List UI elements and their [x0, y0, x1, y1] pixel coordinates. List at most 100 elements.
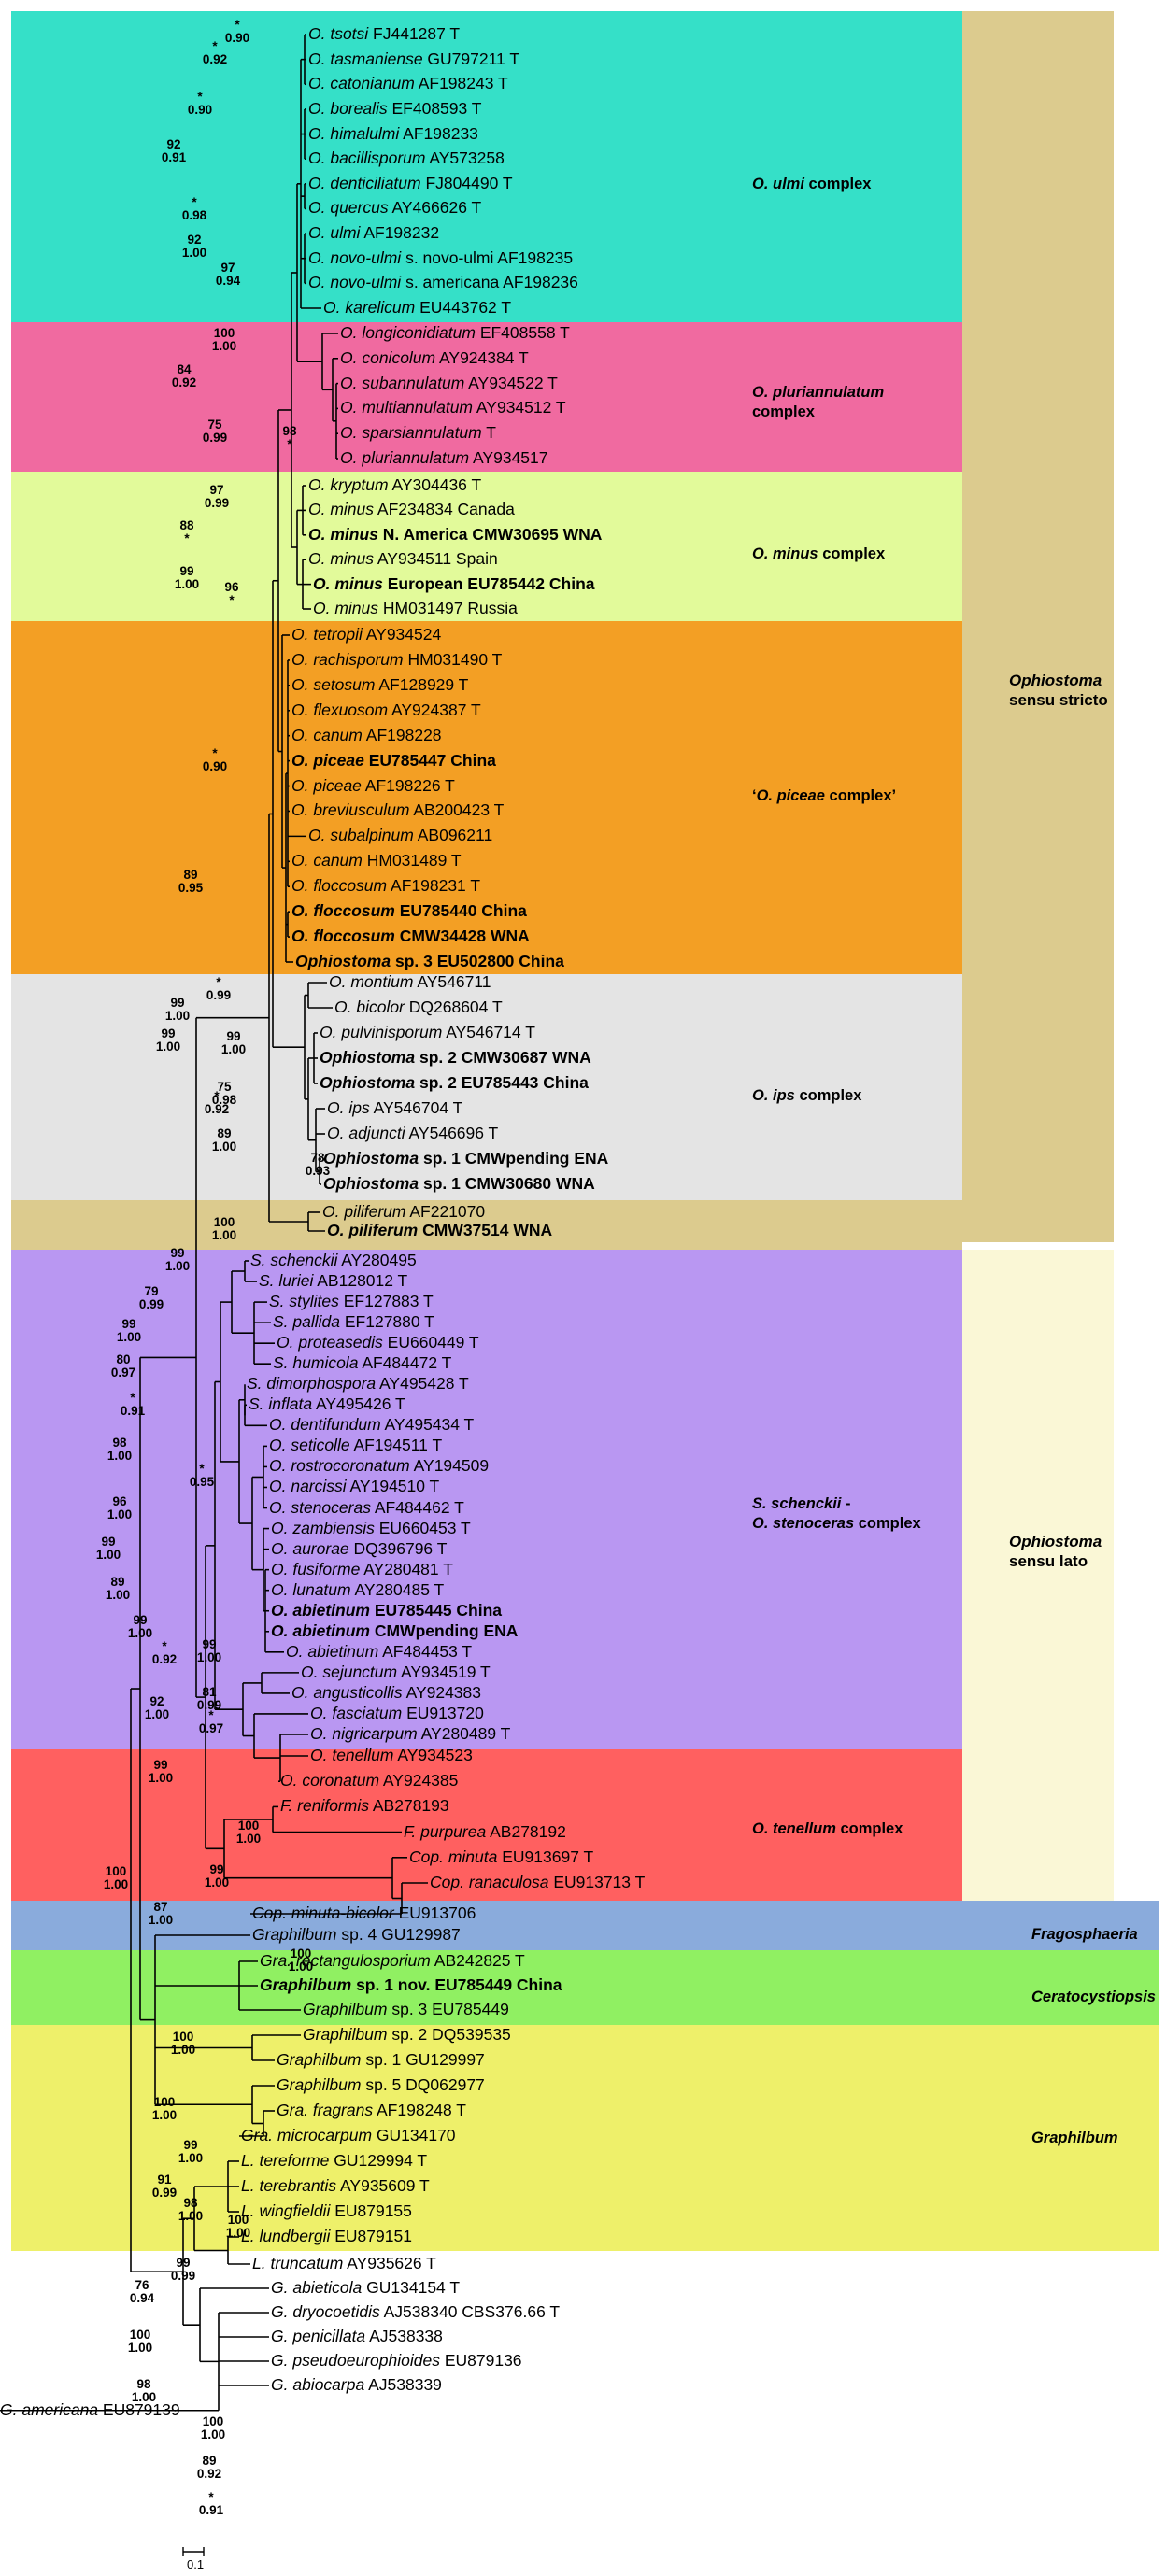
support-value: 79 0.99: [138, 1284, 164, 1312]
taxon-label: O. bicolor DQ268604 T: [334, 998, 503, 1016]
taxon-label: O. tasmaniense GU797211 T: [308, 49, 520, 68]
taxon-label: S. schenckii AY280495: [250, 1251, 417, 1269]
taxon-label: O. canum AF198228: [292, 725, 442, 744]
support-value: 98 1.00: [178, 2196, 204, 2224]
taxon-label: O. multiannulatum AY934512 T: [340, 398, 566, 418]
taxon-label: O. montium AY546711: [329, 972, 491, 991]
band-tenellum: [11, 1749, 962, 1901]
support-value: 92 1.00: [181, 233, 207, 261]
support-value: * 0.95: [189, 1462, 215, 1490]
complex-label-piceae: ‘O. piceae complex’: [752, 787, 897, 804]
complex-label-pluri: O. pluriannulatum complex: [752, 384, 885, 420]
support-value: 100 1.00: [235, 1819, 262, 1847]
support-value: * 0.90: [224, 18, 250, 46]
support-value: 99 1.00: [155, 1026, 181, 1054]
taxon-label: O. piliferum AF221070: [322, 1202, 486, 1221]
taxon-label: O. floccosum CMW34428 WNA: [292, 927, 530, 946]
taxon-label: O. ips AY546704 T: [327, 1098, 463, 1117]
taxon-label: F. purpurea AB278192: [404, 1821, 566, 1841]
support-value: 99 1.00: [220, 1029, 247, 1057]
complex-label-tenellum: O. tenellum complex: [752, 1820, 903, 1837]
taxon-label: O. flexuosom AY924387 T: [292, 700, 481, 719]
support-value: 99 1.00: [127, 1613, 153, 1641]
taxon-label: O. pulvinisporum AY546714 T: [320, 1023, 535, 1041]
support-value: 80 0.97: [110, 1352, 136, 1380]
taxon-label: L. wingfieldii EU879155: [241, 2201, 412, 2220]
taxon-label: O. proteasedis EU660449 T: [277, 1333, 479, 1352]
taxon-label: O. abietinum EU785445 China: [271, 1600, 503, 1620]
taxon-label: L. terebrantis AY935609 T: [241, 2176, 430, 2195]
taxon-label: O. rostrocoronatum AY194509: [269, 1456, 490, 1476]
support-value: 88 *: [179, 518, 194, 546]
support-value: 99 1.00: [95, 1535, 121, 1563]
taxon-label: Ophiostoma sp. 1 CMWpending ENA: [323, 1149, 609, 1168]
taxon-label: F. reniformis AB278193: [280, 1796, 449, 1816]
support-value: 89 0.95: [178, 868, 204, 896]
complex-label-ulmi: O. ulmi complex: [752, 176, 872, 192]
support-value: * 0.90: [187, 90, 213, 118]
support-value: 99 1.00: [148, 1758, 174, 1786]
taxon-label: O. sparsiannulatum T: [340, 423, 496, 443]
support-value: 81 0.99: [196, 1685, 222, 1713]
taxon-label: O. minus AF234834 Canada: [308, 500, 515, 519]
support-value: 87 1.00: [148, 1900, 174, 1928]
support-value: 78 0.93: [305, 1151, 331, 1179]
taxon-label: O. nigricarpum AY280489 T: [310, 1724, 511, 1743]
support-value: 100 1.00: [170, 2030, 196, 2058]
taxon-label: L. lundbergii EU879151: [241, 2227, 412, 2245]
taxon-label: G. abiocarpa AJ538339: [271, 2375, 442, 2394]
taxon-label: O. sejunctum AY934519 T: [301, 1662, 491, 1681]
taxon-label: O. stenoceras AF484462 T: [269, 1497, 464, 1517]
taxon-label: L. truncatum AY935626 T: [252, 2254, 436, 2272]
taxon-label: G. americana EU879139: [0, 2399, 180, 2419]
taxon-label: S. dimorphospora AY495428 T: [247, 1374, 469, 1394]
support-value: 84 0.92: [171, 362, 197, 390]
band-fragosphaeria: [11, 1901, 1159, 1950]
taxon-label: Graphilbum sp. 5 DQ062977: [277, 2075, 485, 2094]
taxon-label: Gra. fragrans AF198248 T: [277, 2101, 466, 2119]
taxon-label: O. quercus AY466626 T: [308, 198, 482, 218]
support-value: 99 1.00: [196, 1637, 222, 1665]
band-ulmi: [11, 11, 962, 322]
taxon-label: O. conicolum AY924384 T: [340, 347, 529, 367]
taxon-label: Graphilbum sp. 1 GU129997: [277, 2050, 485, 2069]
taxon-label: O. piceae AF198226 T: [292, 775, 455, 795]
taxon-label: S. inflata AY495426 T: [249, 1394, 405, 1414]
band-schenckii: [11, 1250, 962, 1749]
support-value: 100 1.00: [211, 1215, 237, 1243]
taxon-label: O. tsotsi FJ441287 T: [308, 24, 461, 43]
taxon-label: O. minus European EU785442 China: [313, 573, 595, 593]
taxon-label: O. novo-ulmi s. americana AF198236: [308, 273, 578, 292]
band-ips: [11, 974, 962, 1200]
support-value: 100 1.00: [103, 1864, 129, 1892]
taxon-label: O. novo-ulmi s. novo-ulmi AF198235: [308, 248, 574, 267]
taxon-label: O. subannulatum AY934522 T: [340, 373, 558, 392]
taxon-label: O. rachisporum HM031490 T: [292, 649, 503, 669]
taxon-label: O. abietinum CMWpending ENA: [271, 1621, 519, 1640]
taxon-label: O. kryptum AY304436 T: [308, 475, 482, 494]
support-value: 100 1.00: [225, 2213, 251, 2241]
taxon-label: O. subalpinum AB096211: [308, 826, 493, 845]
support-value: 75 0.98: [211, 1080, 237, 1108]
taxon-label: O. tetropii AY934524: [292, 625, 442, 644]
support-value: * 0.97: [198, 1708, 224, 1736]
support-value: * 0.90: [202, 746, 228, 774]
taxon-label: Ophiostoma sp. 2 EU785443 China: [320, 1073, 589, 1092]
taxon-label: O. fusiforme AY280481 T: [271, 1559, 453, 1578]
band-ceratocystiopsis: [11, 1950, 1159, 2025]
taxon-label: O. adjuncti AY546696 T: [327, 1124, 499, 1142]
support-value: 92 1.00: [144, 1694, 170, 1722]
support-value: 99 1.00: [116, 1317, 142, 1345]
support-value: 98 1.00: [107, 1436, 133, 1464]
support-value: 99 1.00: [178, 2138, 204, 2166]
complex-label-ips: O. ips complex: [752, 1087, 862, 1104]
taxon-label: Ophiostoma sp. 2 CMW30687 WNA: [320, 1048, 591, 1067]
support-value: 92 0.91: [161, 137, 187, 165]
complex-label-schenckii: S. schenckii - O. stenoceras complex: [752, 1495, 921, 1532]
taxon-label: O. himalulmi AF198233: [308, 123, 478, 143]
support-value: 97 0.94: [215, 261, 241, 289]
taxon-label: O. bacillisporum AY573258: [308, 149, 505, 168]
taxon-label: O. fasciatum EU913720: [310, 1703, 484, 1722]
